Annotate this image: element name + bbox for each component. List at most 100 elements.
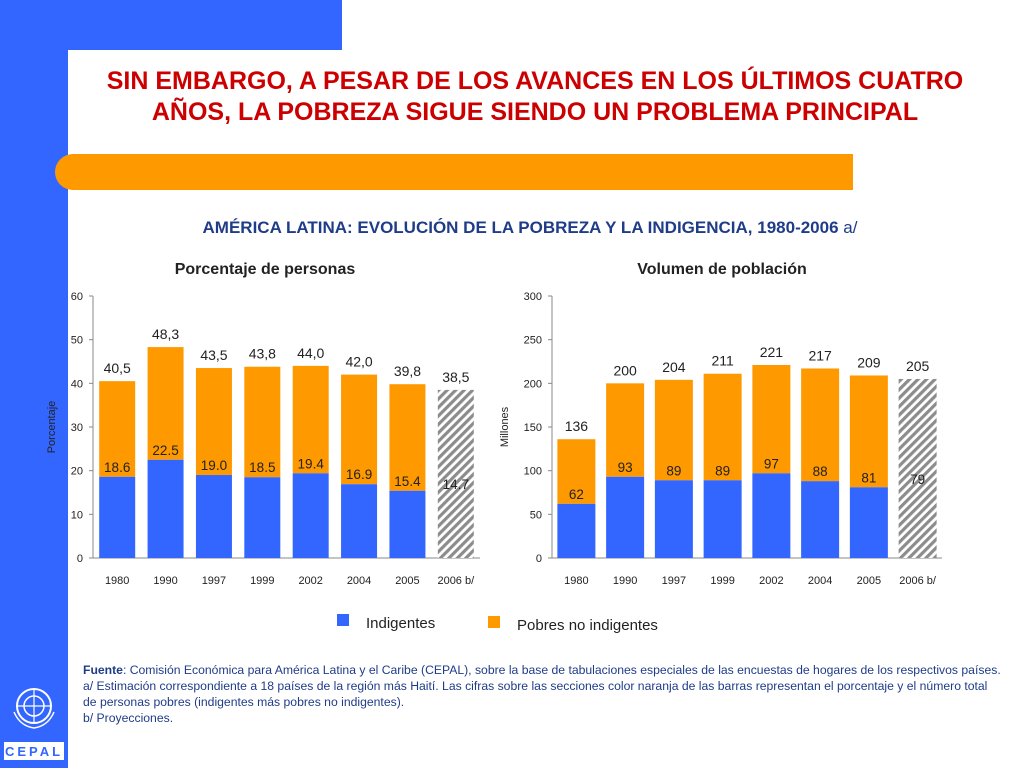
legend-indigentes-swatch — [337, 614, 349, 626]
bar-indigentes — [341, 484, 378, 558]
indigentes-label: 81 — [861, 470, 876, 485]
bar-projected — [437, 389, 474, 558]
chart-volumen-svg: Volumen de población 0 50 100 150 200 250 300 Mi… — [500, 261, 942, 587]
x-tick-label: 1999 — [250, 575, 274, 587]
y-tick-label: 0 — [77, 553, 83, 565]
bar-pobres — [147, 347, 184, 460]
bar-pobres — [99, 381, 136, 477]
indigentes-label: 93 — [618, 460, 633, 475]
y-tick-label: 300 — [524, 291, 542, 303]
orange-accent-bar — [55, 154, 853, 190]
bar-pobres — [195, 368, 232, 476]
bar-pobres — [557, 439, 596, 504]
bar-pobres — [849, 375, 888, 488]
y-tick-label: 30 — [71, 422, 83, 434]
indigentes-label: 19.4 — [298, 456, 325, 471]
y-tick-label: 150 — [524, 422, 542, 434]
chart-porcentaje: Porcentaje de personas 0 10 20 30 40 50 60 Porce… — [40, 252, 500, 592]
total-label: 200 — [613, 362, 637, 378]
x-tick-label: 2002 — [759, 575, 783, 587]
x-tick-label: 1980 — [564, 575, 588, 587]
subtitle-text: AMÉRICA LATINA: EVOLUCIÓN DE LA POBREZA … — [202, 218, 839, 237]
chart-porcentaje-svg: Porcentaje de personas 0 10 20 30 40 50 60 Porce… — [46, 261, 480, 587]
indigentes-label: 19.0 — [201, 458, 227, 473]
cepal-logo: CEPAL — [0, 680, 68, 768]
x-tick-label: 1980 — [105, 575, 129, 587]
page-title: SIN EMBARGO, A PESAR DE LOS AVANCES EN L… — [106, 67, 964, 126]
subtitle-suffix: a/ — [843, 218, 858, 237]
total-label: 44,0 — [297, 345, 324, 361]
total-label: 43,5 — [200, 347, 227, 363]
total-label: 136 — [565, 418, 589, 434]
bar-indigentes — [244, 477, 281, 558]
x-tick-label: 2002 — [298, 575, 322, 587]
indigentes-label: 97 — [764, 456, 779, 471]
y-tick-label: 50 — [530, 509, 542, 521]
total-label: 38,5 — [442, 369, 469, 385]
bar-indigentes — [752, 473, 791, 558]
total-label: 221 — [760, 344, 784, 360]
bar-pobres — [654, 379, 693, 481]
indigentes-label: 18.6 — [104, 460, 130, 475]
bar-indigentes — [801, 481, 840, 558]
bar-indigentes — [195, 475, 232, 558]
bar-pobres — [292, 365, 329, 474]
total-label: 211 — [711, 353, 734, 369]
y-tick-label: 40 — [71, 378, 83, 390]
indigentes-label: 18.5 — [249, 460, 275, 475]
chart-subtitle: AMÉRICA LATINA: EVOLUCIÓN DE LA POBREZA … — [0, 218, 1024, 238]
bar-indigentes — [389, 490, 426, 558]
indigentes-label: 89 — [715, 463, 730, 478]
indigentes-label: 22.5 — [152, 443, 178, 458]
bar-indigentes — [292, 473, 329, 558]
x-tick-label: 2004 — [347, 575, 371, 587]
bar-indigentes — [654, 480, 693, 558]
indigentes-label: 79 — [910, 472, 925, 487]
y-tick-label: 60 — [71, 291, 83, 303]
total-label: 217 — [808, 347, 832, 363]
total-label: 204 — [662, 359, 686, 375]
total-label: 40,5 — [104, 360, 131, 376]
indigentes-label: 16.9 — [346, 467, 372, 482]
bar-pobres — [244, 366, 281, 478]
y-tick-label: 0 — [536, 553, 542, 565]
x-tick-label: 2005 — [857, 575, 881, 587]
x-tick-label: 2005 — [395, 575, 419, 587]
total-label: 39,8 — [394, 363, 421, 379]
y-axis-label: Porcentaje — [46, 401, 58, 454]
bar-indigentes — [557, 503, 596, 558]
y-axis-label: Millones — [500, 406, 511, 447]
indigentes-label: 62 — [569, 487, 584, 502]
total-label: 209 — [857, 354, 881, 370]
y-tick-label: 10 — [71, 509, 83, 521]
source-label: Fuente — [83, 663, 123, 677]
bar-projected — [898, 378, 937, 558]
indigentes-label: 14.7 — [443, 477, 469, 492]
x-tick-label: 2006 b/ — [437, 575, 475, 587]
bar-indigentes — [147, 459, 184, 558]
total-label: 48,3 — [152, 326, 179, 342]
chart-volumen: Volumen de población 0 50 100 150 200 250 300 Mi… — [500, 252, 960, 592]
bar-pobres — [703, 373, 742, 481]
total-label: 42,0 — [345, 354, 372, 370]
bar-pobres — [341, 374, 378, 485]
total-label: 43,8 — [249, 346, 276, 362]
y-tick-label: 50 — [71, 335, 83, 347]
bar-pobres — [752, 364, 791, 474]
blue-side-band — [0, 0, 68, 768]
x-tick-label: 1997 — [202, 575, 226, 587]
indigentes-label: 89 — [666, 463, 681, 478]
chart-title: Volumen de población — [637, 261, 807, 278]
y-tick-label: 100 — [524, 466, 542, 478]
source-note: Fuente: Comisión Económica para América … — [83, 662, 1001, 678]
bar-pobres — [606, 383, 645, 477]
legend-pobres-label: Pobres no indigentes — [517, 617, 658, 634]
indigentes-label: 88 — [813, 464, 828, 479]
x-tick-label: 1997 — [662, 575, 686, 587]
x-tick-label: 2004 — [808, 575, 832, 587]
bar-indigentes — [606, 476, 645, 558]
bar-indigentes — [703, 480, 742, 558]
x-tick-label: 1990 — [613, 575, 637, 587]
x-tick-label: 2006 b/ — [899, 575, 937, 587]
chart-title: Porcentaje de personas — [175, 261, 356, 278]
